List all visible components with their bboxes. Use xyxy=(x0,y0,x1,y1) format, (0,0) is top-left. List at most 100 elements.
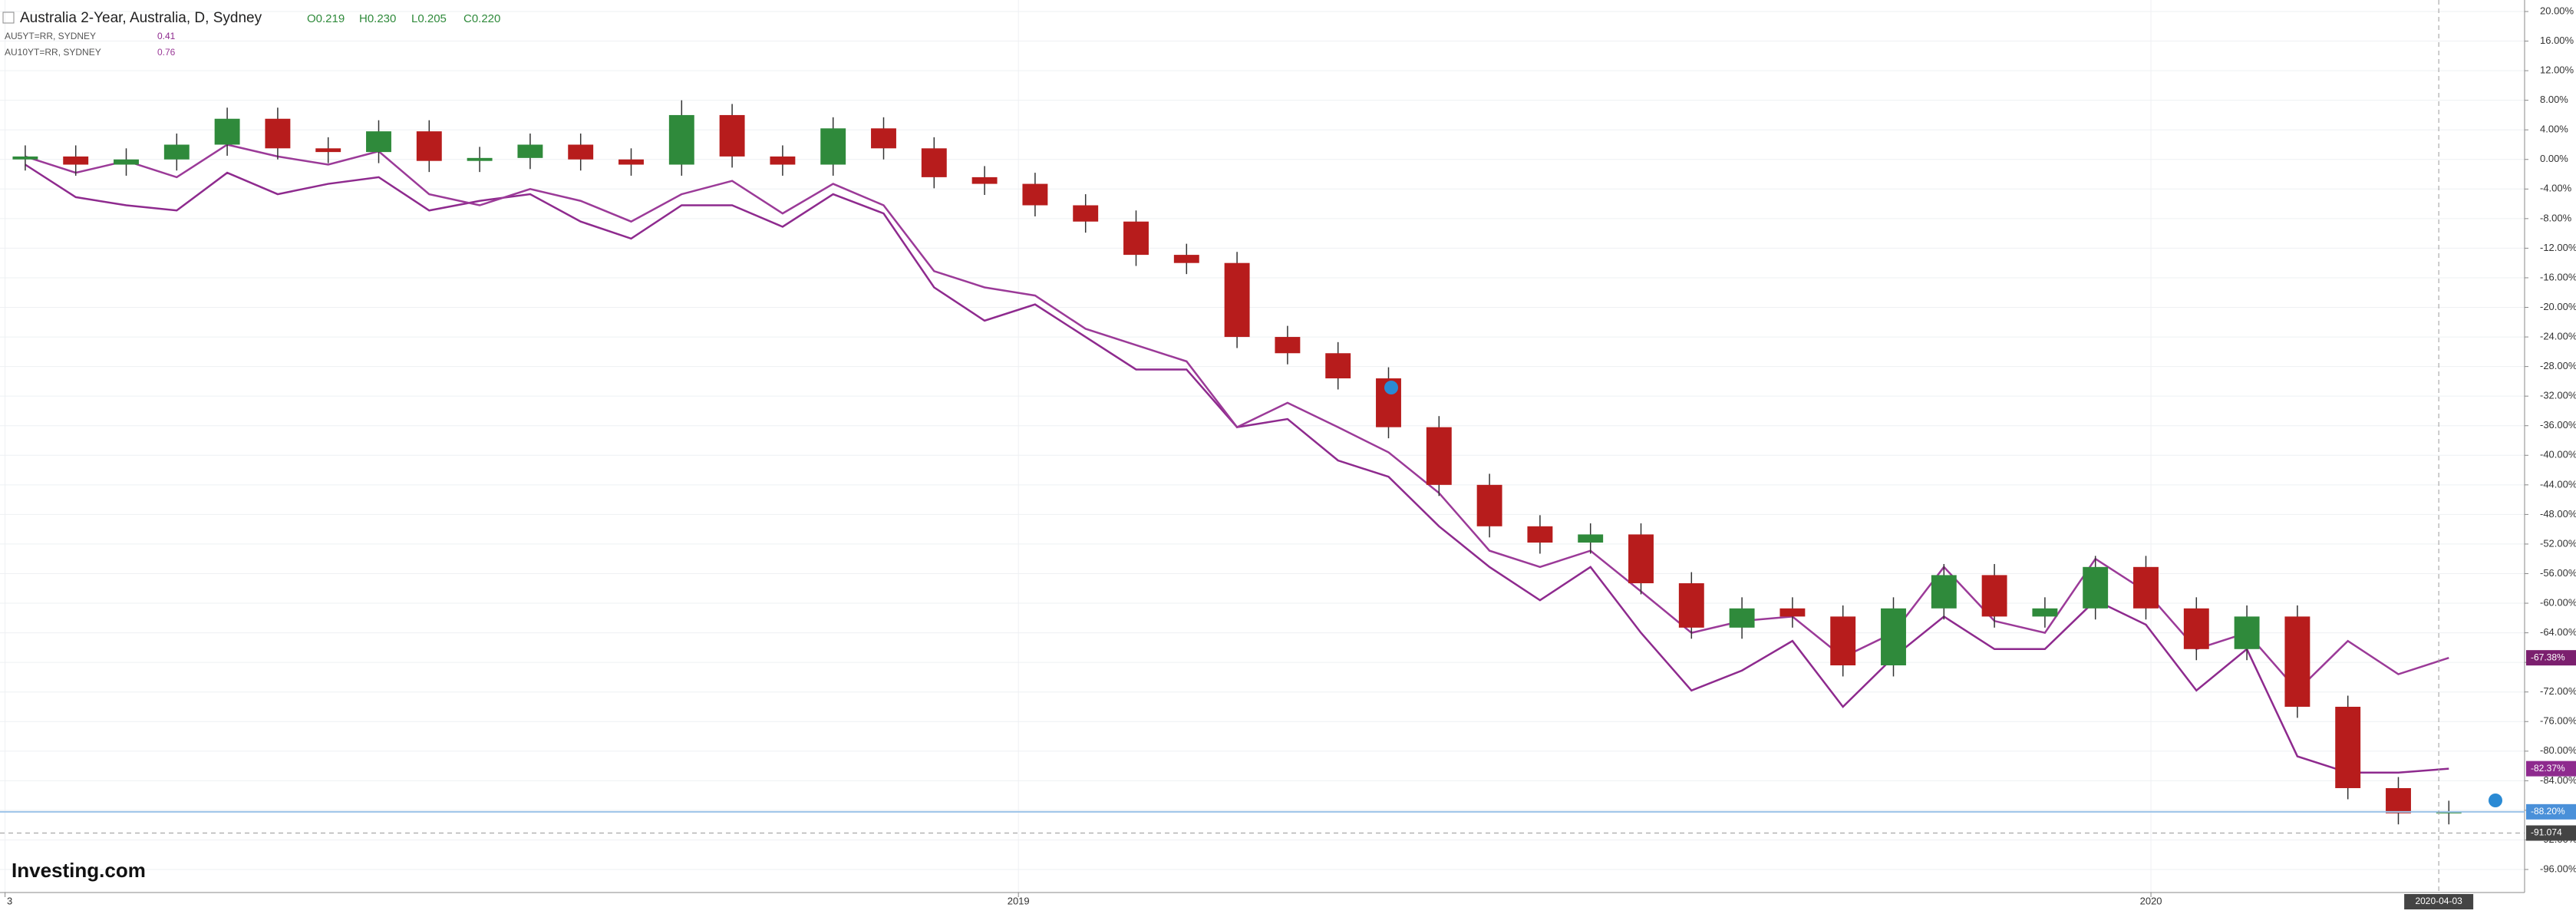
legend-name: AU5YT=RR, SYDNEY xyxy=(5,31,96,41)
candle-body xyxy=(1022,183,1048,206)
y-tick-label: -52.00% xyxy=(2540,537,2576,549)
x-tick-label: 3 xyxy=(7,895,12,906)
candle-body xyxy=(1628,534,1654,584)
y-tick-label: -80.00% xyxy=(2540,744,2576,756)
candle-body xyxy=(2183,608,2209,649)
y-tick-label: -36.00% xyxy=(2540,419,2576,431)
ohlc-low: L0.205 xyxy=(411,12,447,25)
price-label-bg xyxy=(2526,761,2576,777)
y-tick-label: -16.00% xyxy=(2540,271,2576,282)
legend-value: 0.76 xyxy=(157,47,176,58)
candle-body xyxy=(1527,526,1553,543)
price-label: -67.38% xyxy=(2531,652,2565,662)
price-label: -82.37% xyxy=(2531,763,2565,774)
y-tick-label: 16.00% xyxy=(2540,35,2574,46)
candle-body xyxy=(770,156,796,165)
candle-body xyxy=(315,148,341,153)
y-tick-label: -76.00% xyxy=(2540,715,2576,727)
candle-body xyxy=(2133,566,2159,609)
event-icon[interactable] xyxy=(1384,381,1398,394)
candle-body xyxy=(517,144,543,158)
candle-body xyxy=(921,148,947,177)
candle-body xyxy=(2083,566,2109,609)
candle-body xyxy=(668,114,694,165)
y-tick-label: -24.00% xyxy=(2540,331,2576,342)
y-tick-label: -48.00% xyxy=(2540,508,2576,520)
y-tick-label: -12.00% xyxy=(2540,242,2576,253)
ohlc-close: C0.220 xyxy=(463,12,500,25)
candle-body xyxy=(265,118,291,149)
y-tick-label: -20.00% xyxy=(2540,301,2576,312)
candle-body xyxy=(63,156,89,165)
candle-body xyxy=(1779,608,1806,617)
candle-body xyxy=(163,144,190,160)
chart-title: Australia 2-Year, Australia, D, Sydney xyxy=(20,10,262,26)
candle-body xyxy=(214,118,240,145)
price-label-bg xyxy=(2526,803,2576,820)
candle-body xyxy=(1881,608,1906,665)
y-tick-label: -72.00% xyxy=(2540,685,2576,697)
ohlc-open: O0.219 xyxy=(307,12,345,25)
candle-body xyxy=(1830,616,1856,665)
ohlc-high: H0.230 xyxy=(359,12,396,25)
candle-body xyxy=(366,131,391,153)
candle-body xyxy=(1981,575,2007,617)
price-label: -88.20% xyxy=(2531,806,2565,817)
x-tick-label: 2019 xyxy=(1008,895,1030,906)
candle-body xyxy=(467,157,493,161)
candle-body xyxy=(618,159,644,165)
candle-body xyxy=(871,128,896,149)
candle-body xyxy=(2284,616,2310,707)
y-tick-label: 12.00% xyxy=(2540,64,2574,76)
y-tick-label: -8.00% xyxy=(2540,212,2572,223)
event-icon[interactable] xyxy=(2489,794,2502,807)
candle-body xyxy=(416,131,442,161)
candle-body xyxy=(1224,262,1250,338)
y-tick-label: 4.00% xyxy=(2540,124,2568,135)
y-tick-label: -28.00% xyxy=(2540,360,2576,371)
y-tick-label: -32.00% xyxy=(2540,390,2576,401)
y-tick-label: -64.00% xyxy=(2540,626,2576,638)
y-tick-label: 8.00% xyxy=(2540,94,2568,105)
legend-name: AU10YT=RR, SYDNEY xyxy=(5,47,101,58)
y-tick-label: 20.00% xyxy=(2540,5,2574,16)
line-series xyxy=(25,144,2449,692)
marks xyxy=(12,100,2462,825)
candle-body xyxy=(568,144,594,160)
candle-body xyxy=(1678,583,1704,628)
x-tick-label: 2020 xyxy=(2140,895,2162,906)
crosshair-y-bg xyxy=(2526,825,2576,841)
crosshair-x-bg xyxy=(2404,894,2474,909)
y-tick-label: -84.00% xyxy=(2540,774,2576,786)
y-tick-label: -60.00% xyxy=(2540,596,2576,608)
candle-body xyxy=(2032,608,2058,617)
candle-body xyxy=(1173,255,1199,263)
price-label-bg xyxy=(2526,650,2576,666)
candle-body xyxy=(1931,575,1957,609)
crosshair-y-label: -91.074 xyxy=(2531,827,2562,838)
candle-body xyxy=(1578,534,1604,543)
candle-body xyxy=(12,156,38,160)
candle-body xyxy=(1325,353,1351,379)
y-tick-label: -44.00% xyxy=(2540,478,2576,490)
y-tick-label: -96.00% xyxy=(2540,863,2576,874)
y-tick-label: -56.00% xyxy=(2540,567,2576,579)
candle-body xyxy=(1073,205,1099,222)
candle-body xyxy=(1426,427,1452,485)
candle-body xyxy=(2234,616,2260,649)
candle-body xyxy=(2335,706,2361,788)
candle-body xyxy=(820,128,846,165)
y-tick-label: 0.00% xyxy=(2540,153,2568,164)
candle-body xyxy=(114,159,139,165)
y-tick-label: -4.00% xyxy=(2540,183,2572,194)
crosshair-x-label: 2020-04-03 xyxy=(2415,896,2462,906)
candle-body xyxy=(2386,787,2411,813)
candle-body xyxy=(1476,484,1502,526)
collapse-icon[interactable] xyxy=(2,12,15,24)
candle-body xyxy=(719,114,745,157)
candle-body xyxy=(1123,221,1149,256)
candle-body xyxy=(1729,608,1755,628)
logo: Investing.com xyxy=(12,859,146,882)
candle-body xyxy=(971,177,998,184)
